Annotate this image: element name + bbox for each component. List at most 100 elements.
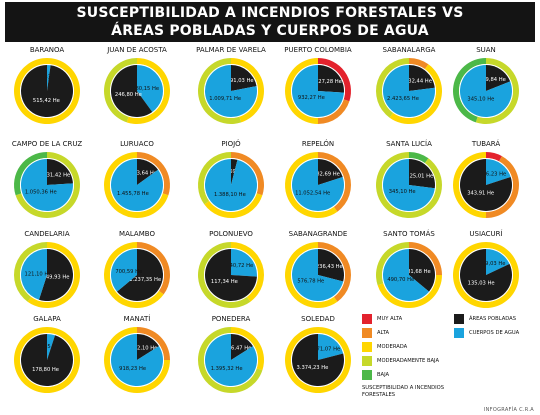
value-label-piojo-1: 1.388,10 He	[214, 192, 246, 198]
inner-slice-palmar-de-varela-0	[231, 65, 257, 91]
donut-malambo: MALAMBO 1.237,35 He 700,59 He	[103, 230, 170, 308]
municipality-label-sabanagrande: SABANAGRANDE	[289, 230, 348, 238]
municipality-label-sabanalarga: SABANALARGA	[383, 46, 436, 54]
inner-slice-repelon-1	[292, 159, 344, 212]
donut-usiacuri: USIACURÍ 29,03 He 135,03 He	[452, 229, 519, 309]
donut-suan: SUAN 79,84 He 345,10 He	[452, 46, 519, 125]
donut-manati: MANATÍ 172,10 He 918,23 He	[104, 314, 170, 393]
ring-segment-suan-0	[475, 58, 519, 125]
legend-swatch-muy-alta	[362, 314, 372, 324]
ring-segment-repelon-0	[318, 152, 351, 212]
value-label-puerto-colombia-1: 932,27 He	[298, 95, 325, 101]
ring-segment-puerto-colombia-1	[318, 99, 350, 124]
value-label-suan-0: 79,84 He	[482, 77, 506, 83]
legend-swatch-moderadamente-baja	[362, 356, 372, 366]
inner-slice-ponedera-0	[231, 334, 253, 360]
inner-slice-piojo-0	[231, 159, 238, 185]
legend-swatch-areas-pobladas	[454, 314, 464, 324]
municipality-label-tubara: TUBARÁ	[471, 139, 501, 148]
donut-ponedera: PONEDERA 256,47 He 1.395,32 He	[198, 315, 264, 393]
municipality-label-candelaria: CANDELARIA	[24, 230, 70, 238]
ring-segment-puerto-colombia-2	[285, 58, 318, 124]
title-line-1: SUSCEPTIBILIDAD A INCENDIOS FORESTALES V…	[76, 5, 464, 21]
value-label-juan-de-acosta-1: 246,80 He	[115, 92, 142, 98]
donut-campo-de-la-cruz: CAMPO DE LA CRUZ 331,42 He 1.050,36 He	[12, 140, 83, 219]
inner-slice-puerto-colombia-1	[292, 65, 344, 117]
value-label-soledad-0: 871,07 He	[313, 347, 340, 353]
inner-slice-manati-1	[111, 334, 164, 387]
donut-luruaco: LURUACO 263,64 He 1.455,78 He	[104, 140, 170, 219]
donut-repelon: REPELÓN 282,69 He 11.052,54 He	[285, 139, 351, 219]
value-label-sabanalarga-1: 2.423,65 He	[387, 96, 419, 102]
value-label-sabanagrande-0: 236,43 He	[316, 264, 343, 270]
donut-puerto-colombia: PUERTO COLOMBIA 327,28 He 932,27 He	[284, 46, 352, 124]
ring-segment-palmar-de-varela-0	[231, 58, 265, 123]
credit: INFOGRAFÍA C.R.A	[483, 407, 534, 413]
value-label-sabanagrande-1: 576,78 He	[297, 279, 324, 285]
legend-swatch-baja	[362, 370, 372, 380]
municipality-label-malambo: MALAMBO	[119, 230, 155, 238]
inner-slice-campo-de-la-cruz-1	[21, 159, 73, 212]
inner-slice-candelaria-0	[38, 249, 73, 301]
value-label-malambo-1: 700,59 He	[115, 269, 142, 275]
ring-segment-santo-tomas-0	[409, 242, 442, 275]
donut-sabanalarga: SABANALARGA 732,44 He 2.423,65 He	[376, 46, 442, 125]
value-label-ponedera-0: 256,47 He	[224, 345, 251, 351]
value-label-luruaco-1: 1.455,78 He	[117, 191, 149, 197]
inner-slice-usiacuri-0	[486, 249, 510, 275]
legend-label-areas-pobladas: ÁREAS POBLADAS	[469, 316, 516, 322]
municipality-label-polonuevo: POLONUEVO	[209, 230, 253, 238]
ring-segment-candelaria-0	[27, 242, 80, 308]
municipality-label-juan-de-acosta: JUAN DE ACOSTA	[106, 46, 167, 54]
value-label-galapa-0: 9,25 He	[39, 344, 59, 350]
donut-tubara: TUBARÁ 86,23 He 343,91 He	[453, 139, 519, 218]
value-label-polonuevo-1: 117,34 He	[211, 279, 238, 285]
inner-slice-manati-0	[137, 334, 159, 360]
value-label-piojo-0: 57,69 He	[221, 169, 245, 175]
value-label-santo-tomas-0: 281,68 He	[404, 269, 431, 275]
inner-slice-juan-de-acosta-0	[137, 65, 164, 113]
donut-palmar-de-varela: PALMAR DE VARELA 291,03 He 1.009,71 He	[196, 46, 266, 125]
inner-slice-santa-lucia-0	[409, 159, 435, 189]
inner-slice-polonuevo-0	[231, 249, 257, 277]
inner-slice-candelaria-1	[20, 249, 47, 300]
legend-swatch-cuerpos-de-agua	[454, 328, 464, 338]
inner-slice-santo-tomas-0	[409, 249, 436, 292]
inner-slice-sabanagrande-0	[318, 249, 344, 282]
value-label-santa-lucia-0: 125,01 He	[406, 174, 433, 180]
value-label-manati-1: 918,23 He	[119, 366, 146, 372]
inner-slice-santo-tomas-1	[383, 249, 430, 301]
municipality-label-soledad: SOLEDAD	[301, 315, 335, 323]
inner-slice-juan-de-acosta-1	[111, 65, 153, 117]
value-label-malambo-0: 1.237,35 He	[129, 277, 161, 283]
ring-segment-polonuevo-0	[231, 242, 264, 302]
municipality-label-campo-de-la-cruz: CAMPO DE LA CRUZ	[12, 140, 83, 148]
legend-swatch-alta	[362, 328, 372, 338]
inner-slice-repelon-0	[318, 159, 343, 185]
ring-segment-palmar-de-varela-1	[198, 58, 242, 125]
ring-segment-tubara-0	[486, 152, 502, 162]
legend-label-muy-alta: MUY ALTA	[377, 316, 403, 322]
legend-label-cuerpos-de-agua: CUERPOS DE AGUA	[469, 330, 520, 336]
value-label-galapa-1: 178,80 He	[32, 367, 59, 373]
inner-slice-suan-0	[486, 65, 511, 91]
donut-baranoa: BARANOA 11,33 He 515,42 He	[13, 46, 80, 124]
legend-label-moderadamente-baja: MODERADAMENTE BAJA	[377, 358, 440, 364]
municipality-label-usiacuri: USIACURÍ	[469, 229, 502, 238]
ring-segment-polonuevo-1	[198, 242, 251, 309]
inner-slice-polonuevo-1	[205, 249, 257, 302]
municipality-label-santa-lucia: SANTA LUCÍA	[386, 139, 432, 148]
value-label-tubara-1: 343,91 He	[467, 190, 494, 196]
ring-segment-tubara-2	[453, 152, 486, 218]
inner-slice-malambo-0	[116, 249, 163, 301]
inner-slice-luruaco-0	[137, 159, 159, 185]
ring-segment-manati-0	[137, 327, 170, 360]
ring-segment-sabanagrande-0	[318, 242, 351, 302]
municipality-label-suan: SUAN	[476, 46, 496, 54]
inner-slice-baranoa-1	[20, 65, 73, 117]
ring-segment-santo-tomas-2	[375, 242, 409, 286]
inner-slice-baranoa-0	[47, 65, 51, 91]
ring-segment-santa-lucia-0	[409, 152, 429, 164]
